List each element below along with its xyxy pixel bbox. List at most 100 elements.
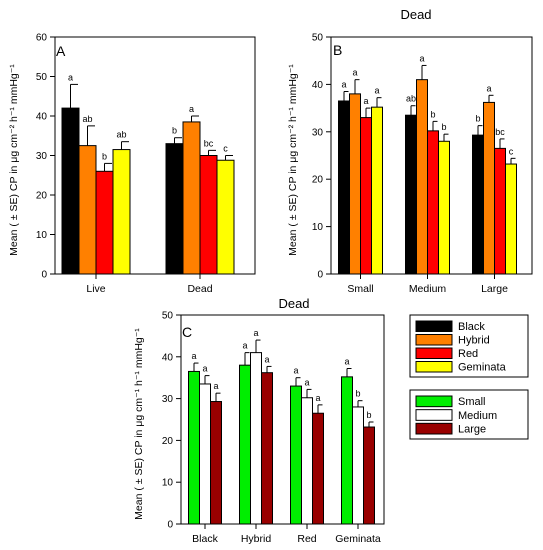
legend-label: Geminata [458, 362, 507, 374]
panel-a-ytick-label: 50 [36, 72, 48, 83]
panel-b-significance-letter: a [363, 96, 368, 106]
panel-c-ytick-label: 0 [167, 520, 173, 531]
panel-c-significance-letter: a [315, 393, 320, 403]
panel-b-significance-letter: b [475, 114, 480, 124]
panel-b-ytick-label: 50 [312, 33, 324, 44]
panel-a-y-axis: 0 10 20 30 40 50 60 [36, 33, 55, 281]
panel-a-significance-letter: c [223, 144, 228, 154]
legend-label: Small [458, 396, 486, 408]
panel-a-bar [61, 107, 80, 275]
legend-swatch [415, 320, 453, 332]
panel-c-ytick-label: 20 [162, 436, 174, 447]
panel-b-bar [371, 106, 383, 275]
panel-c-xtick-label: Hybrid [241, 533, 272, 545]
panel-b-significance-letter: a [486, 83, 491, 93]
panel-c-ylabel: Mean ( ± SE) CP in μg cm⁻¹ h⁻¹ mmHg⁻¹ [133, 328, 145, 520]
legend-label: Black [458, 321, 485, 333]
panel-c-bar [239, 364, 251, 525]
panel-c-bar [352, 406, 364, 525]
panel-a-significance-letter: b [172, 126, 177, 136]
panel-c-xtick-label: Geminata [335, 533, 381, 545]
panel-b-significance-letter: a [341, 80, 346, 90]
panel-b-ytick-label: 10 [312, 222, 324, 233]
panel-c-ytick-label: 30 [162, 394, 174, 405]
panel-b-ylabel: Mean ( ± SE) CP in μg cm⁻² h⁻¹ mmHg⁻¹ [287, 64, 299, 256]
panel-c-x-axis: Black Hybrid Red Geminata [192, 524, 381, 545]
panel-b-x-axis: Small Medium Large [347, 274, 508, 295]
panel-b-bar [349, 93, 361, 275]
panel-c-significance-letter: a [304, 377, 309, 387]
panel-a-bar [95, 170, 114, 275]
panel-c-bar [341, 376, 353, 525]
panel-a-significance-letter: bc [204, 138, 214, 148]
panel-c-plot-frame [180, 314, 385, 525]
panel-a-label: A [56, 43, 66, 59]
panel-c-ytick-label: 40 [162, 352, 174, 363]
legend-label: Large [458, 424, 486, 436]
panel-b-bar [494, 147, 506, 275]
panel-c-significance-letter: a [191, 351, 196, 361]
panel-a-ytick-label: 40 [36, 112, 48, 123]
panel-b-bar [338, 100, 350, 275]
panel-b-bar [416, 79, 428, 275]
panel-b-bar [472, 134, 484, 275]
panel-b-chart: Dead Mean ( ± SE) CP in μg cm⁻² h⁻¹ mmHg… [287, 7, 533, 295]
panel-c-significance-letter: a [202, 364, 207, 374]
legend-label: Medium [458, 410, 497, 422]
panel-b-significance-letter: a [419, 53, 424, 63]
legend-swatch [415, 361, 453, 373]
panel-b-bar [438, 140, 450, 275]
legend-swatch [415, 409, 453, 421]
panel-b-significance-letter: c [509, 146, 514, 156]
panel-c-significance-letter: a [344, 357, 349, 367]
panel-b-y-axis: 0 10 20 30 40 50 [312, 33, 331, 281]
panel-b-significance-letter: bc [495, 127, 505, 137]
panel-a-significance-letter: ab [116, 130, 126, 140]
panel-c-significance-letter: b [366, 410, 371, 420]
panel-c-bar [261, 372, 273, 525]
panel-a-ylabel: Mean ( ± SE) CP in μg cm⁻² h⁻¹ mmHg⁻¹ [8, 64, 20, 256]
panel-c-significance-letter: b [355, 389, 360, 399]
panel-c-significance-letter: a [293, 366, 298, 376]
panel-a-bars: a ab b ab b a bcc [61, 72, 235, 275]
panel-b-label: B [333, 42, 342, 58]
panel-b-xtick-label: Large [481, 283, 508, 295]
panel-b-title: Dead [400, 7, 431, 22]
panel-b-bar [405, 114, 417, 275]
panel-a-significance-letter: ab [82, 114, 92, 124]
legend-size: Small Medium Large [409, 389, 529, 440]
panel-c-xtick-label: Red [297, 533, 316, 545]
panel-c-bar [188, 370, 200, 525]
panel-b-significance-letter: a [374, 86, 379, 96]
panel-b-significance-letter: a [352, 68, 357, 78]
panel-a-ytick-label: 20 [36, 191, 48, 202]
legend-swatch [415, 334, 453, 346]
panel-c-bar [199, 383, 211, 525]
panel-a-significance-letter: a [189, 104, 194, 114]
panel-a-ytick-label: 10 [36, 230, 48, 241]
panel-c-label: C [182, 324, 192, 340]
panel-b-significance-letter: b [441, 122, 446, 132]
panel-c-bar [301, 397, 313, 525]
panel-c-bar [210, 401, 222, 525]
panel-c-ytick-label: 50 [162, 311, 174, 322]
panel-a-xtick-label: Live [86, 283, 105, 295]
panel-c-bar [290, 385, 302, 525]
panel-c-significance-letter: a [264, 354, 269, 364]
panel-c-title: Dead [278, 296, 309, 311]
panel-c-bar [312, 412, 324, 525]
legend-swatch [415, 395, 453, 408]
panel-a-significance-letter: a [68, 72, 73, 82]
panel-a-bar [182, 121, 201, 275]
panel-b-ytick-label: 0 [317, 270, 323, 281]
panel-b-ytick-label: 30 [312, 127, 324, 138]
panel-a-ytick-label: 60 [36, 33, 48, 44]
panel-b-ytick-label: 20 [312, 175, 324, 186]
panel-a-chart: Mean ( ± SE) CP in μg cm⁻² h⁻¹ mmHg⁻¹ 0 1… [8, 33, 256, 295]
panel-b-xtick-label: Small [347, 283, 373, 295]
panel-c-significance-letter: a [242, 341, 247, 351]
panel-b-plot-frame [330, 36, 533, 275]
